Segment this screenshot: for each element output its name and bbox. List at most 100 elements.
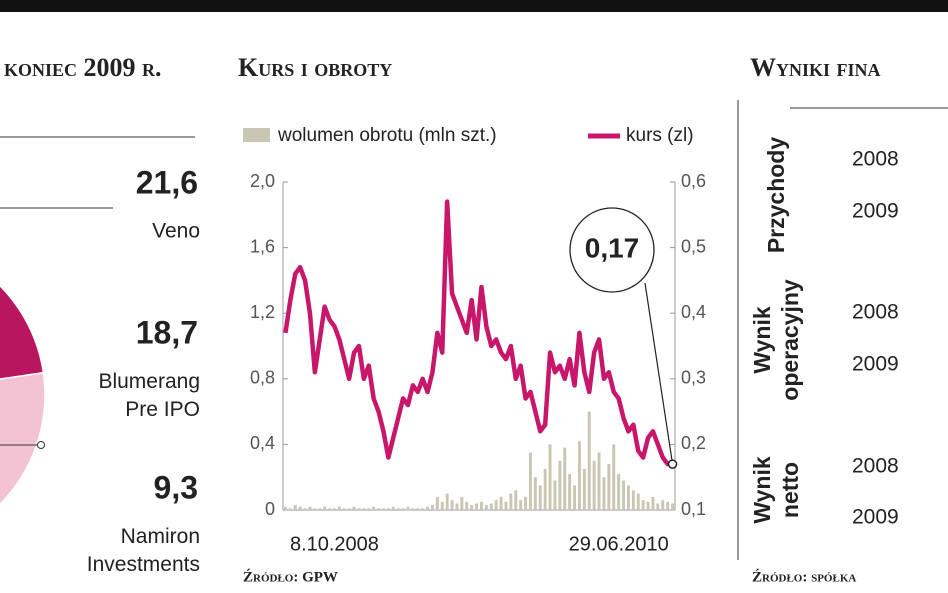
fin-source: Źródło: spółka — [752, 568, 856, 585]
year: 2009 — [852, 200, 899, 223]
volume-bar — [396, 508, 400, 510]
end-point — [667, 459, 678, 469]
year: 2009 — [852, 353, 899, 376]
volume-bar — [386, 508, 390, 510]
volume-bar — [612, 444, 616, 510]
volume-bar — [548, 444, 552, 510]
volume-bar — [337, 506, 341, 510]
top-bar — [0, 0, 948, 12]
volume-bar — [313, 508, 317, 510]
volume-bar — [440, 501, 444, 510]
volume-bar — [342, 508, 346, 510]
volume-bar — [504, 501, 508, 510]
volume-bar — [558, 460, 562, 510]
volume-bar — [509, 493, 513, 510]
volume-bar — [597, 452, 601, 510]
volume-bar — [582, 469, 586, 510]
volume-bar — [563, 447, 567, 510]
volume-bar — [347, 508, 351, 510]
legend-label: kurs (zl) — [626, 125, 694, 146]
volume-bar — [514, 490, 518, 510]
volume-bar — [484, 505, 488, 510]
year: 2008 — [852, 148, 899, 171]
volume-bar — [617, 473, 621, 510]
volume-bar — [636, 493, 640, 510]
volume-bar — [533, 477, 537, 510]
y2-tick-label: 0,6 — [681, 171, 706, 191]
pie-slice — [0, 371, 46, 506]
volume-bar — [332, 508, 336, 510]
legend-label: wolumen obrotu (mln szt.) — [277, 125, 497, 146]
volume-bar — [445, 493, 449, 510]
volume-bar — [401, 508, 405, 510]
volume-bar — [455, 503, 459, 510]
volume-bar — [328, 508, 332, 510]
volume-bar — [357, 508, 361, 510]
y2-tick-label: 0,3 — [681, 368, 706, 388]
volume-bar — [553, 480, 557, 510]
value-label: 9,3 — [154, 469, 198, 505]
volume-bar — [602, 477, 606, 510]
volume-bar — [607, 464, 611, 510]
year: 2008 — [852, 301, 899, 324]
volume-bar — [318, 508, 322, 510]
volume-bar — [475, 503, 479, 510]
volume-bar — [323, 506, 327, 510]
volume-bar — [568, 473, 572, 510]
fin-title: Wyniki fina — [750, 53, 881, 82]
volume-bar — [543, 469, 547, 510]
volume-bar — [283, 506, 287, 510]
annotation-circle — [569, 207, 655, 293]
volume-bar — [421, 508, 425, 510]
x-tick-label: 29.06.2010 — [569, 533, 669, 555]
volume-bar — [450, 500, 454, 510]
volume-bar — [524, 496, 528, 510]
value-label: 21,6 — [136, 164, 198, 200]
volume-bar — [362, 508, 366, 510]
value-label: 18,7 — [136, 314, 198, 350]
volume-bar — [377, 508, 381, 510]
volume-bar — [626, 485, 630, 510]
volume-bar — [303, 508, 307, 510]
group-label: Wynikoperacyjny — [749, 279, 803, 401]
volume-bar — [587, 411, 591, 510]
y-tick-label: 0 — [265, 499, 275, 519]
volume-bar — [391, 506, 395, 510]
slice-name: Blumerang Pre IPO — [98, 370, 200, 421]
volume-bar — [499, 496, 503, 510]
volume-bar — [406, 506, 410, 510]
volume-bar — [465, 501, 469, 510]
volume-bar — [430, 505, 434, 510]
volume-bar — [494, 500, 498, 510]
volume-bar — [671, 503, 675, 510]
volume-bar — [528, 452, 532, 510]
y-tick-label: 1,2 — [250, 302, 275, 322]
legend-swatch — [243, 128, 270, 142]
volume-bar — [460, 496, 464, 510]
slice-name: Veno — [152, 220, 200, 243]
y2-tick-label: 0,5 — [681, 236, 706, 256]
volume-bar — [641, 500, 645, 510]
y-tick-label: 0,4 — [250, 433, 275, 453]
volume-bar — [577, 441, 581, 510]
y-tick-label: 0,8 — [250, 368, 275, 388]
volume-bar — [656, 503, 660, 510]
volume-bar — [435, 496, 439, 510]
price-line — [283, 199, 673, 467]
volume-bar — [288, 508, 292, 510]
volume-bar — [298, 506, 302, 510]
year: 2009 — [852, 506, 899, 529]
annotation-label: 0,17 — [585, 232, 640, 263]
volume-bar — [651, 496, 655, 510]
volume-bar — [538, 485, 542, 510]
y-tick-label: 1,6 — [250, 236, 275, 256]
leader-dot — [37, 441, 45, 449]
volume-bar — [631, 490, 635, 510]
volume-bar — [416, 508, 420, 510]
volume-bar — [519, 500, 523, 510]
volume-bar — [646, 501, 650, 510]
pie-slice — [0, 284, 45, 380]
chart-source: Źródło: GPW — [243, 568, 338, 585]
volume-bar — [367, 508, 371, 510]
